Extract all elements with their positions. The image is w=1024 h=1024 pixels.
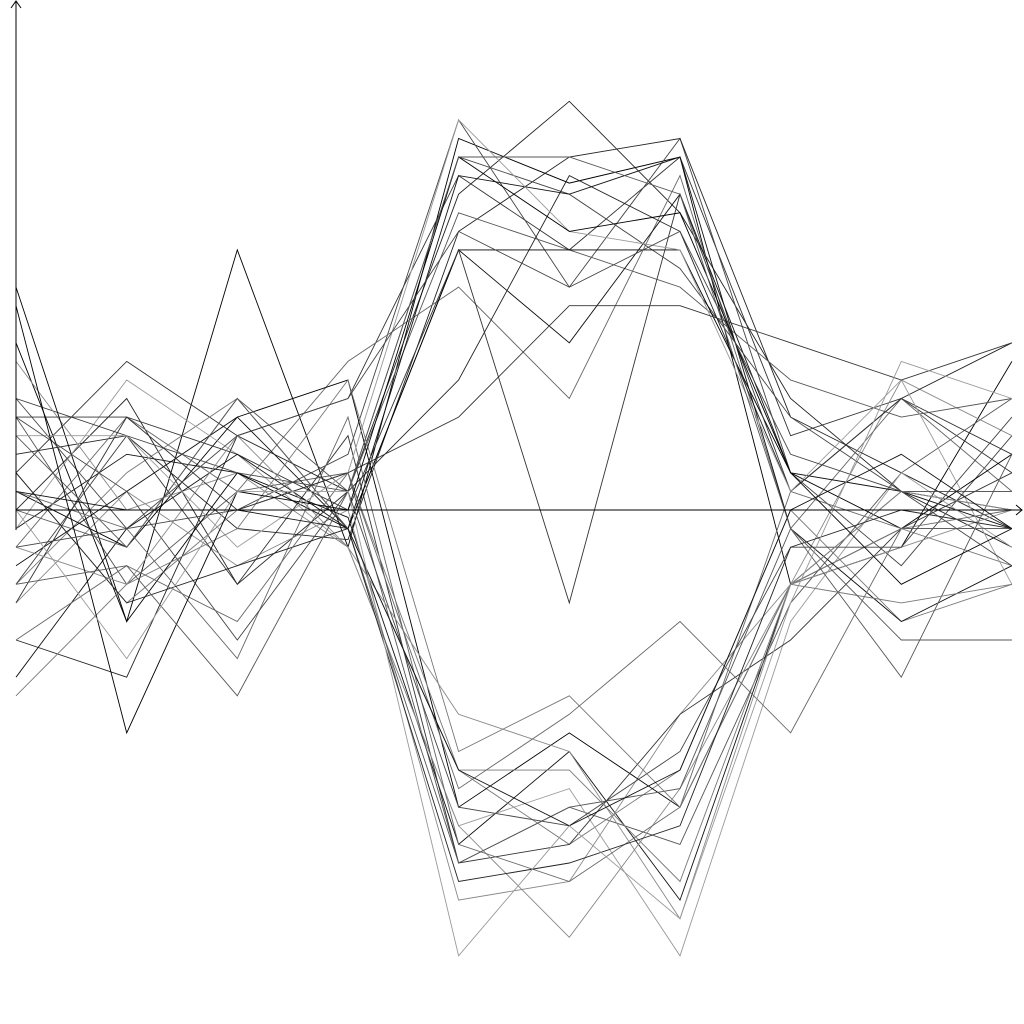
series-line	[15, 435, 1012, 920]
x-axis-arrow-icon	[1015, 504, 1023, 516]
series-line	[15, 192, 1013, 605]
axes	[10, 0, 1023, 530]
series-line	[15, 156, 1013, 474]
series-line	[15, 249, 1012, 623]
series-line	[15, 379, 1013, 901]
series-line	[16, 119, 1013, 585]
series-line	[15, 472, 1012, 883]
series-line	[15, 156, 1013, 735]
series-line	[15, 137, 1013, 623]
series-line	[15, 416, 1013, 827]
y-axis-arrow-icon	[10, 0, 22, 9]
series-line	[15, 397, 1013, 864]
series-line	[15, 379, 1012, 808]
series-line	[15, 156, 1013, 678]
series-line	[15, 472, 1013, 883]
series-line	[15, 156, 1012, 697]
series-line	[16, 305, 1013, 511]
series-line	[15, 379, 1013, 957]
series-line	[15, 137, 1013, 541]
series-line	[15, 156, 1012, 585]
series-line	[15, 360, 1013, 957]
series-line	[15, 118, 1013, 567]
series-line	[15, 471, 1012, 790]
series-line	[15, 230, 1013, 567]
series-line	[15, 453, 1013, 902]
series-layer	[15, 100, 1013, 957]
